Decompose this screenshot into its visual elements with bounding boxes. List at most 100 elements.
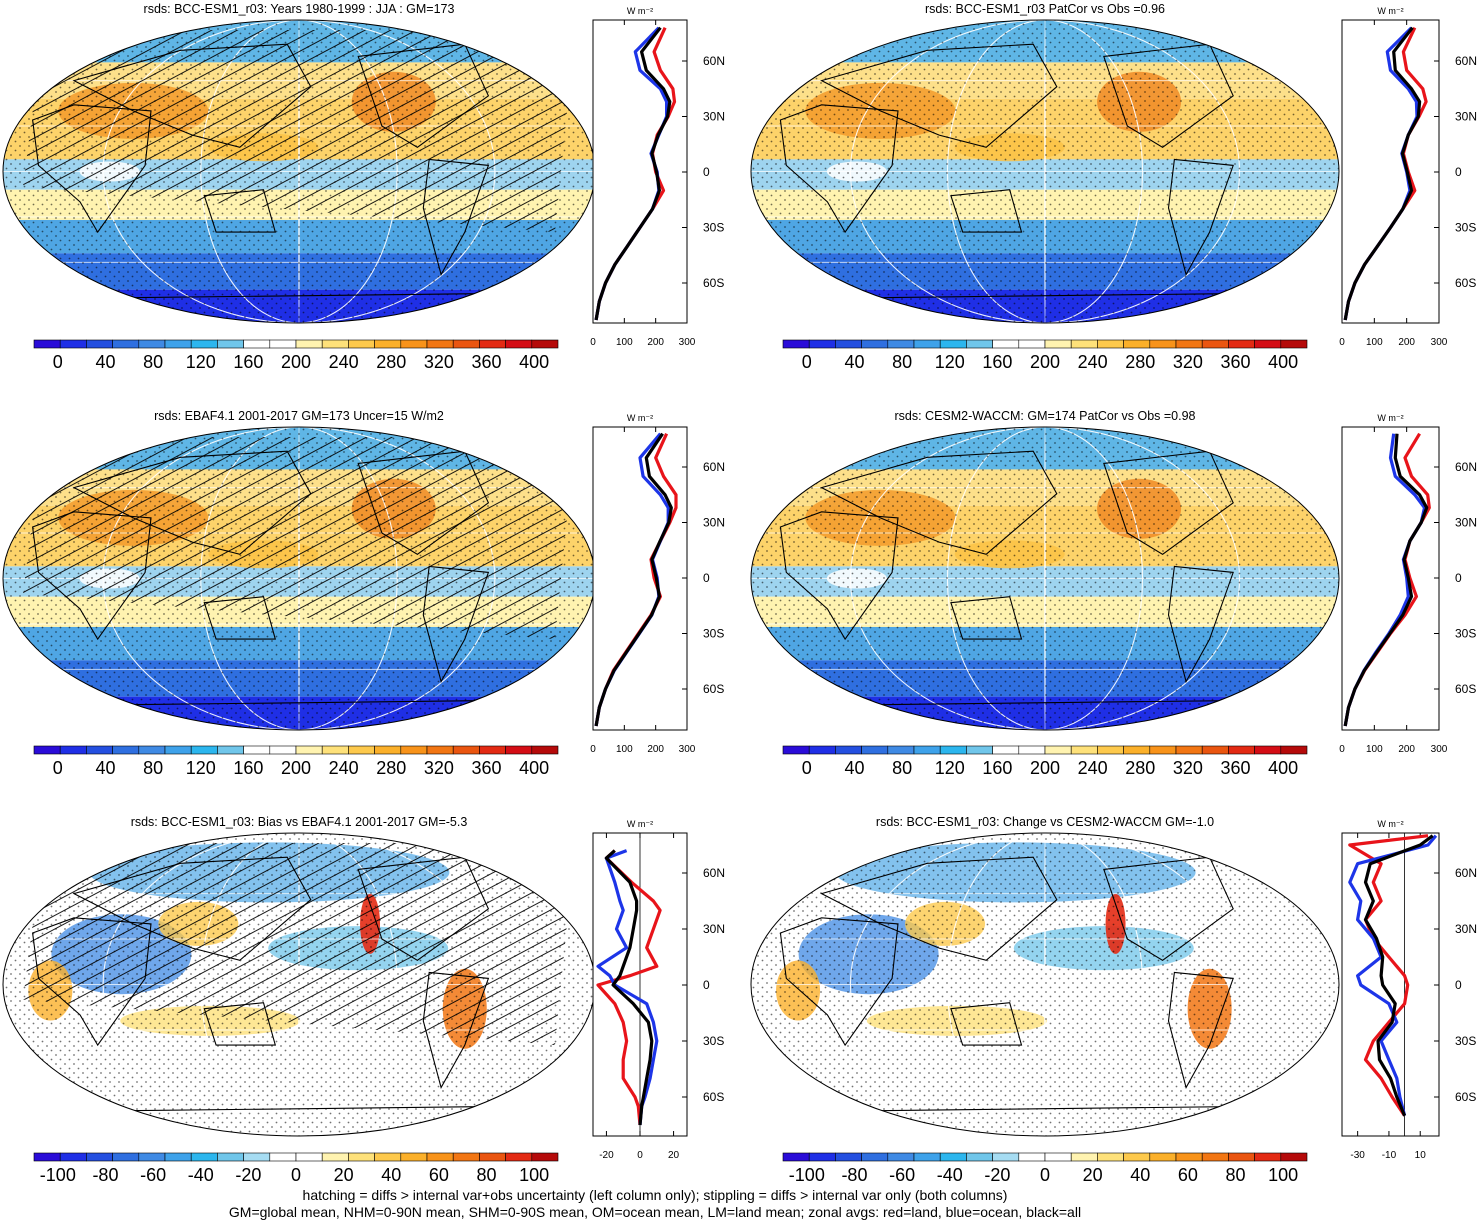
profile-lat-label: 60N xyxy=(1455,866,1477,880)
colorbar-swatch xyxy=(887,339,915,349)
profile-lat-label: 0 xyxy=(1455,978,1462,992)
stipple-overlay xyxy=(751,20,1339,323)
colorbar-swatch xyxy=(112,339,140,349)
colorbar-swatch xyxy=(452,1152,480,1162)
colorbar-tick-label: 240 xyxy=(1078,352,1108,372)
footer-line-1: hatching = diffs > internal var+obs unce… xyxy=(302,1187,1008,1203)
colorbar-swatch xyxy=(321,1152,349,1162)
hatch-overlay xyxy=(23,30,575,233)
colorbar-swatch xyxy=(1149,745,1177,755)
profile-lat-label: 60S xyxy=(1455,276,1476,290)
map-field xyxy=(751,20,1339,323)
panel-title: rsds: CESM2-WACCM: GM=174 PatCor vs Obs … xyxy=(894,409,1195,423)
colorbar-tick-label: 280 xyxy=(376,352,406,372)
profile-x-tick-label: 0 xyxy=(590,744,596,755)
colorbar-tick-label: 40 xyxy=(844,758,864,778)
colorbar-tick-label: 360 xyxy=(1221,758,1251,778)
profile-series-line xyxy=(1363,834,1434,1117)
colorbar-swatch xyxy=(1044,339,1072,349)
colorbar-swatch xyxy=(939,745,967,755)
colorbar-swatch xyxy=(138,1152,166,1162)
colorbar-swatch xyxy=(1228,339,1255,349)
colorbar-tick-label: 40 xyxy=(95,352,115,372)
panel-6: rsds: BCC-ESM1_r03: Change vs CESM2-WACC… xyxy=(750,815,1477,1185)
panel-5: rsds: BCC-ESM1_r03: Bias vs EBAF4.1 2001… xyxy=(2,815,725,1185)
profile-lat-label: 30N xyxy=(703,516,725,530)
colorbar-tick-label: 320 xyxy=(1173,352,1203,372)
colorbar-swatch xyxy=(1123,339,1151,349)
colorbar-swatch xyxy=(1254,745,1282,755)
colorbar-swatch xyxy=(939,339,967,349)
colorbar-swatch xyxy=(1254,339,1282,349)
colorbar-swatch xyxy=(531,745,559,755)
panel-title: rsds: BCC-ESM1_r03: Years 1980-1999 : JJ… xyxy=(144,2,455,16)
colorbar-swatch xyxy=(1201,339,1229,349)
colorbar-swatch xyxy=(782,339,810,349)
profile-unit-label: W m⁻² xyxy=(627,819,653,829)
colorbar-tick-label: 160 xyxy=(982,352,1012,372)
profile-lat-label: 30S xyxy=(1455,221,1476,235)
profile-x-tick-label: 200 xyxy=(647,337,664,348)
colorbar-swatch xyxy=(243,1152,271,1162)
colorbar-swatch xyxy=(913,339,941,349)
colorbar-swatch xyxy=(939,1152,967,1162)
profile-series-line xyxy=(1348,834,1438,1117)
colorbar-swatch xyxy=(426,1152,454,1162)
colorbar-swatch xyxy=(1070,745,1098,755)
colorbar-swatch xyxy=(835,1152,862,1162)
colorbar-tick-label: 0 xyxy=(53,352,63,372)
profile-lat-label: 60S xyxy=(1455,682,1476,696)
colorbar-tick-label: 320 xyxy=(424,758,454,778)
colorbar-swatch xyxy=(400,1152,428,1162)
profile-lat-label: 30S xyxy=(703,627,724,641)
panel-1: rsds: BCC-ESM1_r03: Years 1980-1999 : JJ… xyxy=(2,2,725,372)
colorbar-swatch xyxy=(861,339,889,349)
profile-x-tick-label: 300 xyxy=(1431,744,1448,755)
colorbar-swatch xyxy=(1175,339,1203,349)
colorbar-swatch xyxy=(966,339,993,349)
colorbar-swatch xyxy=(1018,339,1046,349)
colorbar-tick-label: -40 xyxy=(937,1165,963,1185)
colorbar-swatch xyxy=(1149,1152,1177,1162)
profile-lat-label: 30S xyxy=(703,1034,724,1048)
profile-unit-label: W m⁻² xyxy=(1377,6,1403,16)
colorbar-tick-label: 400 xyxy=(1268,352,1298,372)
colorbar-swatch xyxy=(86,339,113,349)
stipple-overlay xyxy=(751,833,1339,1136)
profile-x-tick-label: 0 xyxy=(1339,337,1345,348)
colorbar-swatch xyxy=(1097,1152,1124,1162)
colorbar-tick-label: 320 xyxy=(424,352,454,372)
colorbar-tick-label: 160 xyxy=(233,758,263,778)
colorbar-tick-label: 100 xyxy=(1268,1165,1298,1185)
panel-title: rsds: EBAF4.1 2001-2017 GM=173 Uncer=15 … xyxy=(154,409,444,423)
colorbar: -100 -80 -60 -40 -20 0 20 40 60 80 100 xyxy=(782,1152,1308,1185)
colorbar-tick-label: 120 xyxy=(186,352,216,372)
stipple-overlay xyxy=(751,427,1339,730)
profile-x-tick-label: 200 xyxy=(647,744,664,755)
colorbar-swatch xyxy=(164,745,192,755)
profile-lat-label: 60N xyxy=(1455,54,1477,68)
panel-title: rsds: BCC-ESM1_r03 PatCor vs Obs =0.96 xyxy=(925,2,1165,16)
colorbar-swatch xyxy=(112,745,140,755)
colorbar-swatch xyxy=(269,339,297,349)
colorbar-swatch xyxy=(1018,745,1046,755)
colorbar-swatch xyxy=(1123,745,1151,755)
zonal-profile: 60N 30N 0 30S 60S 0 100 200 300 W m⁻² xyxy=(1339,6,1477,348)
profile-x-tick-label: 300 xyxy=(1431,337,1448,348)
colorbar-tick-label: -60 xyxy=(889,1165,915,1185)
profile-unit-label: W m⁻² xyxy=(627,413,653,423)
colorbar-swatch xyxy=(992,1152,1020,1162)
profile-x-tick-label: 100 xyxy=(1366,744,1383,755)
colorbar-swatch xyxy=(1070,339,1098,349)
colorbar-swatch xyxy=(452,339,480,349)
profile-lat-label: 30S xyxy=(703,221,724,235)
profile-x-tick-label: -20 xyxy=(599,1150,614,1161)
colorbar-swatch xyxy=(269,745,297,755)
colorbar-swatch xyxy=(452,745,480,755)
colorbar-swatch xyxy=(59,745,87,755)
colorbar-swatch xyxy=(1228,745,1255,755)
colorbar-swatch xyxy=(966,1152,993,1162)
colorbar-swatch xyxy=(531,339,559,349)
colorbar-tick-label: 80 xyxy=(892,352,912,372)
colorbar-tick-label: 0 xyxy=(53,758,63,778)
